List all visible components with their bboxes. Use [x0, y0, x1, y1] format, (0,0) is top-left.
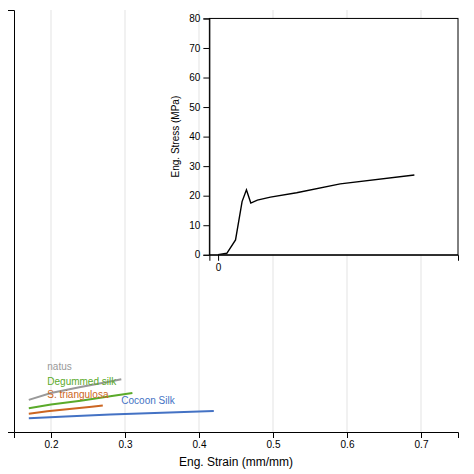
y-tick-label: 40 [189, 131, 201, 142]
y-tick-mark [203, 196, 209, 197]
x-tick: 0.7 [415, 432, 429, 450]
y-tick: 80 [189, 13, 209, 24]
chart-container: 0.2 0.3 0.4 0.5 0.6 0.7 Eng. Strain (mm/mm) nat… [0, 0, 474, 474]
y-tick-mark [203, 166, 209, 167]
x-tick-mark [125, 432, 126, 438]
x-tick: 0.4 [193, 432, 207, 450]
series-line [29, 411, 214, 418]
x-tick: 0 [216, 255, 222, 273]
y-tick-label: 0 [195, 249, 201, 260]
chart-svg: 0.2 0.3 0.4 0.5 0.6 0.7 Eng. Strain (mm/mm) nat… [0, 0, 474, 474]
marks [218, 175, 414, 255]
y-tick: 40 [189, 131, 209, 142]
y-axis [8, 11, 15, 433]
y-tick-mark [203, 225, 209, 226]
annotation: Cocoon Silk [121, 395, 175, 406]
x-tick-mark [347, 432, 348, 438]
y-tick-label: 30 [189, 161, 201, 172]
y-tick-mark [203, 107, 209, 108]
x-tick-label: 0.5 [267, 439, 281, 450]
y-tick-mark [203, 255, 209, 256]
y-tick-mark [203, 137, 209, 138]
y-tick-label: 50 [189, 102, 201, 113]
y-tick: 30 [189, 161, 209, 172]
y-tick-mark [203, 18, 209, 19]
series-line [218, 175, 414, 255]
y-tick: 50 [189, 102, 209, 113]
annotation: natus [47, 361, 71, 372]
x-tick-label: 0.7 [415, 439, 429, 450]
x-tick-mark [218, 255, 219, 261]
y-tick-label: 10 [189, 220, 201, 231]
y-tick-label: 60 [189, 72, 201, 83]
annotation: Degummed silk [47, 376, 117, 387]
y-tick-mark [203, 48, 209, 49]
x-axis: 0.2 0.3 0.4 0.5 0.6 0.7 [15, 432, 459, 450]
x-tick: 0.6 [341, 432, 355, 450]
inset-background [209, 18, 458, 254]
x-tick: 0.3 [119, 432, 133, 450]
inset-frame [209, 18, 458, 254]
x-axis-line [15, 433, 459, 439]
y-tick-mark [203, 78, 209, 79]
y-axis-line [8, 11, 15, 433]
x-tick-label: 0.3 [119, 439, 133, 450]
x-tick-mark [273, 432, 274, 438]
x-axis-title: Eng. Strain (mm/mm) [179, 455, 293, 469]
x-axis-line [210, 255, 459, 261]
y-tick: 20 [189, 190, 209, 201]
x-tick: 0.2 [45, 432, 59, 450]
x-tick: 0.5 [267, 432, 281, 450]
annotation: S. triangulosa [47, 389, 109, 400]
inset-plot: 0 0 10 20 30 40 50 60 70 80 Eng. Stress (MPa) [170, 13, 458, 273]
y-axis: 0 10 20 30 40 50 60 70 80 [189, 13, 210, 260]
series-line [29, 405, 103, 413]
x-tick-label: 0 [216, 262, 222, 273]
y-axis-title: Eng. Stress (MPa) [170, 96, 181, 178]
y-tick: 10 [189, 220, 209, 231]
y-tick-label: 70 [189, 43, 201, 54]
y-tick: 70 [189, 43, 209, 54]
y-tick-label: 20 [189, 190, 201, 201]
x-tick-mark [51, 432, 52, 438]
x-tick-mark [199, 432, 200, 438]
x-tick-label: 0.2 [45, 439, 59, 450]
x-tick-label: 0.4 [193, 439, 207, 450]
x-axis: 0 [210, 255, 459, 273]
x-tick-mark [421, 432, 422, 438]
y-tick-label: 80 [189, 13, 201, 24]
x-tick-label: 0.6 [341, 439, 355, 450]
y-tick: 0 [195, 249, 210, 260]
y-tick: 60 [189, 72, 209, 83]
grid-line-x [125, 10, 126, 432]
main-plot: 0.2 0.3 0.4 0.5 0.6 0.7 Eng. Strain (mm/mm) nat… [8, 10, 459, 469]
